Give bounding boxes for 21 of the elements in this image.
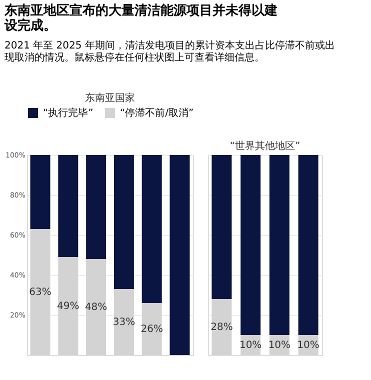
legend-label: “执行完毕” — [43, 107, 94, 119]
data-label: 10% — [297, 340, 320, 351]
data-label: 49% — [57, 301, 80, 312]
data-label: 48% — [84, 302, 108, 313]
bar — [30, 155, 50, 229]
bar — [170, 155, 190, 355]
bar — [114, 155, 134, 289]
bar — [142, 155, 162, 303]
data-label: 10% — [268, 340, 291, 351]
x-axis-title: 东南亚国家 — [85, 92, 135, 104]
data-label: 33% — [112, 317, 136, 328]
chart-title: 东南亚地区宣布的大量清洁能源项目并未得以建设完成。 — [3, 2, 278, 34]
data-label: 26% — [140, 324, 163, 335]
data-label: 63% — [29, 287, 52, 298]
bar — [58, 155, 78, 257]
chart-subtitle: 2021 年至 2025 年期间，清洁发电项目的累计资本支出占比停滞不前或出现取消的情况。鼠标悬停在任何柱状图上可查看详细信息。 — [4, 40, 335, 64]
x-axis-title: “世界其他地区” — [230, 140, 300, 152]
data-label: 10% — [239, 340, 262, 351]
bar — [86, 155, 106, 259]
legend-label: “停滞不前/取消” — [120, 107, 194, 119]
data-label: 28% — [210, 322, 233, 333]
